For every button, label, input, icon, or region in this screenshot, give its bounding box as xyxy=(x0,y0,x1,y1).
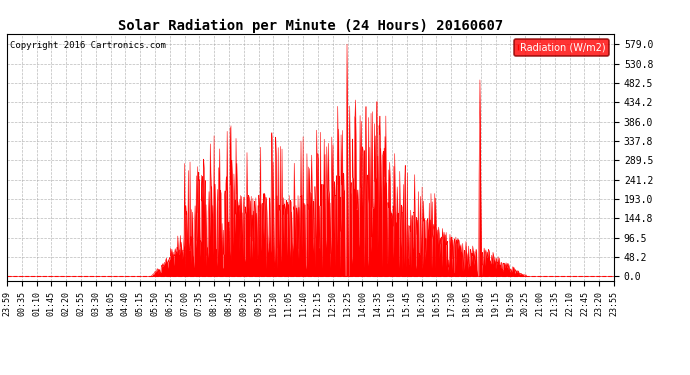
Legend: Radiation (W/m2): Radiation (W/m2) xyxy=(514,39,609,56)
Title: Solar Radiation per Minute (24 Hours) 20160607: Solar Radiation per Minute (24 Hours) 20… xyxy=(118,18,503,33)
Text: Copyright 2016 Cartronics.com: Copyright 2016 Cartronics.com xyxy=(10,41,166,50)
